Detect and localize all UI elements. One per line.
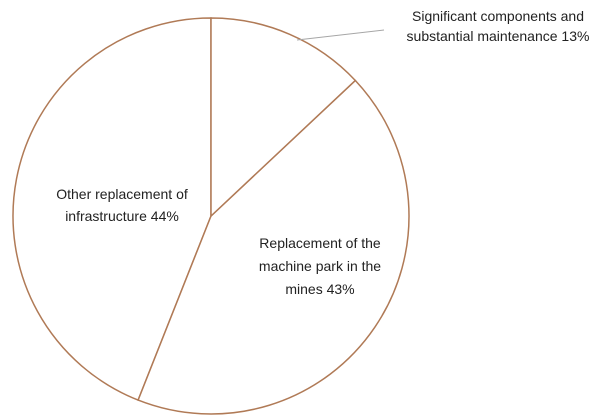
label-name: Other replacement of infrastructure — [56, 186, 188, 224]
slice-label: Other replacement of infrastructure 44% — [32, 183, 212, 227]
label-value: 13% — [561, 28, 590, 44]
leader-line — [296, 29, 385, 41]
slice-label: Replacement of the machine park in the m… — [254, 232, 386, 301]
pie-slice — [12, 17, 212, 402]
label-name: Significant components and substantial m… — [406, 8, 584, 44]
pie-slice — [137, 79, 410, 415]
pie-slice — [210, 17, 357, 218]
label-value: 43% — [326, 281, 355, 297]
label-name: Replacement of the machine park in the m… — [258, 235, 382, 297]
slice-label: Significant components and substantial m… — [388, 6, 608, 46]
label-value: 44% — [150, 208, 179, 224]
